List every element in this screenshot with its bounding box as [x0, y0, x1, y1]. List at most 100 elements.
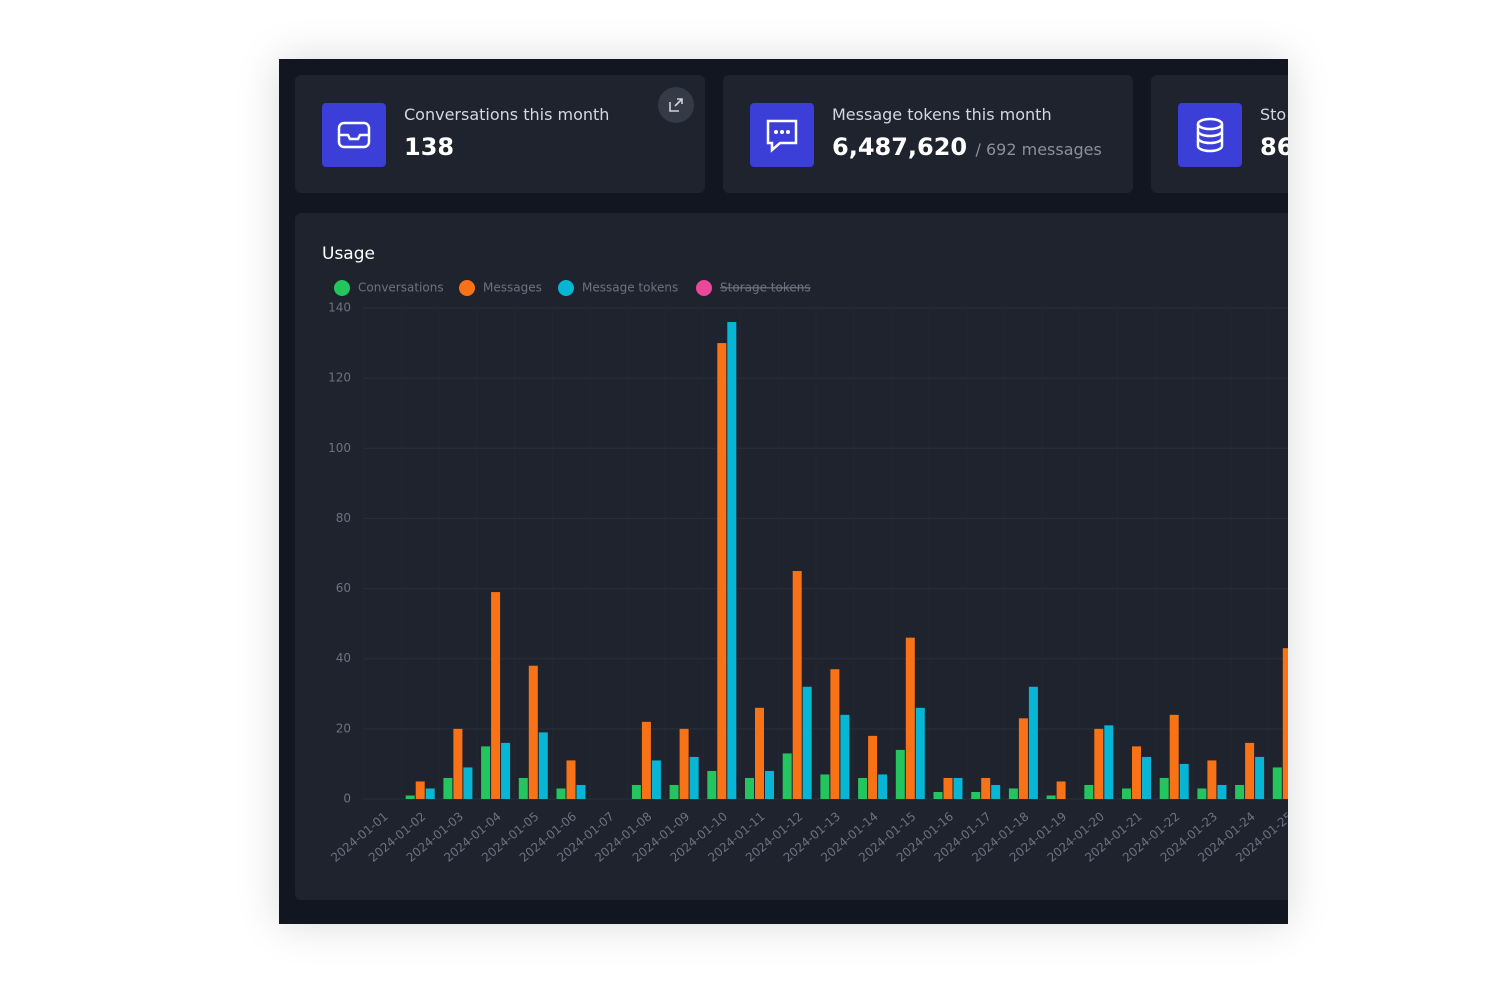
- bar: [878, 774, 888, 799]
- bar: [518, 777, 528, 799]
- bar: [1217, 784, 1227, 799]
- bar: [971, 791, 981, 799]
- bar: [868, 735, 878, 799]
- legend-swatch: [334, 280, 350, 296]
- card-value: 6,487,620 / 692 messages: [832, 133, 1102, 161]
- bar: [727, 322, 737, 799]
- bar: [1104, 725, 1114, 799]
- bar: [717, 343, 727, 799]
- bar: [991, 784, 1001, 799]
- bar: [651, 760, 661, 799]
- bar: [1018, 718, 1028, 799]
- bar: [820, 774, 830, 799]
- bar: [1056, 781, 1066, 799]
- bar: [631, 784, 641, 799]
- bar: [1207, 760, 1217, 799]
- bar: [425, 788, 435, 799]
- bar: [491, 592, 501, 799]
- y-tick-label: 140: [328, 301, 351, 315]
- y-tick-label: 80: [336, 511, 351, 525]
- card-icon: [322, 103, 386, 167]
- bar: [1197, 788, 1207, 799]
- bar: [840, 714, 850, 799]
- bar: [1142, 756, 1151, 799]
- bar: [463, 767, 473, 799]
- bar: [1272, 767, 1282, 799]
- bar: [745, 777, 754, 799]
- y-tick-label: 100: [328, 441, 351, 455]
- bar: [830, 669, 840, 799]
- bar: [1008, 788, 1018, 799]
- stat-card: Sto 86: [1151, 75, 1288, 193]
- stat-card: Message tokens this month 6,487,620 / 69…: [723, 75, 1133, 193]
- bar: [1255, 756, 1265, 799]
- y-tick-label: 60: [336, 581, 351, 595]
- bar: [528, 665, 538, 799]
- bar: [802, 686, 812, 799]
- bar: [538, 732, 548, 799]
- stat-card: Conversations this month 138: [295, 75, 705, 193]
- bar: [905, 637, 915, 799]
- legend-label[interactable]: Messages: [483, 281, 542, 295]
- card-title: Message tokens this month: [832, 105, 1052, 124]
- bar: [782, 753, 792, 799]
- bar: [765, 770, 774, 799]
- bar: [953, 777, 963, 799]
- bar: [679, 728, 689, 799]
- legend-label[interactable]: Conversations: [358, 281, 444, 295]
- card-title: Conversations this month: [404, 105, 610, 124]
- card-value: 86: [1260, 133, 1288, 161]
- bar: [1122, 788, 1131, 799]
- card-title: Sto: [1260, 105, 1287, 124]
- chart-title: Usage: [322, 244, 375, 264]
- y-tick-label: 20: [336, 721, 351, 735]
- bar: [405, 795, 415, 799]
- legend-swatch: [459, 280, 475, 296]
- bar: [641, 721, 651, 799]
- bar: [566, 760, 576, 799]
- open-link-button[interactable]: [657, 86, 695, 124]
- bar: [443, 777, 453, 799]
- card-icon: [1178, 103, 1242, 167]
- legend-swatch: [696, 280, 712, 296]
- bar: [1028, 686, 1038, 799]
- legend-label[interactable]: Message tokens: [582, 281, 678, 295]
- bar: [1245, 742, 1255, 799]
- bar: [933, 791, 943, 799]
- card-value-number: 6,487,620: [832, 133, 968, 161]
- bar: [755, 707, 764, 799]
- bar: [858, 777, 868, 799]
- bar: [1179, 763, 1189, 799]
- bar: [895, 749, 905, 799]
- bar: [943, 777, 953, 799]
- card-icon: [750, 103, 814, 167]
- y-tick-label: 40: [336, 651, 351, 665]
- legend-label[interactable]: Storage tokens: [720, 281, 811, 295]
- card-value: 138: [404, 133, 455, 161]
- bar: [1132, 746, 1141, 799]
- bar: [501, 742, 511, 799]
- bar: [792, 571, 802, 799]
- bar: [1235, 784, 1245, 799]
- bar: [576, 784, 586, 799]
- bar: [1046, 795, 1056, 799]
- bar: [415, 781, 425, 799]
- legend-swatch: [558, 280, 574, 296]
- bar: [556, 788, 566, 799]
- y-tick-label: 120: [328, 371, 351, 385]
- bar: [481, 746, 491, 799]
- bar: [689, 756, 699, 799]
- bar: [1084, 784, 1094, 799]
- bar: [981, 777, 991, 799]
- bar: [1282, 648, 1288, 799]
- bar: [453, 728, 463, 799]
- bar: [1094, 728, 1104, 799]
- bar: [707, 770, 717, 799]
- chart: Usage Conversations Messages Message token…: [322, 244, 1288, 865]
- bar: [1159, 777, 1169, 799]
- y-tick-label: 0: [343, 792, 351, 806]
- bar: [669, 784, 679, 799]
- bar: [1169, 714, 1179, 799]
- bar: [915, 707, 925, 799]
